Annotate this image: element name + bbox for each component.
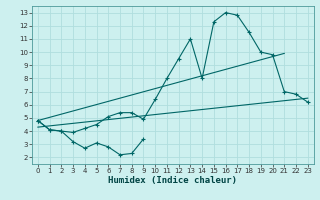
X-axis label: Humidex (Indice chaleur): Humidex (Indice chaleur) (108, 176, 237, 185)
